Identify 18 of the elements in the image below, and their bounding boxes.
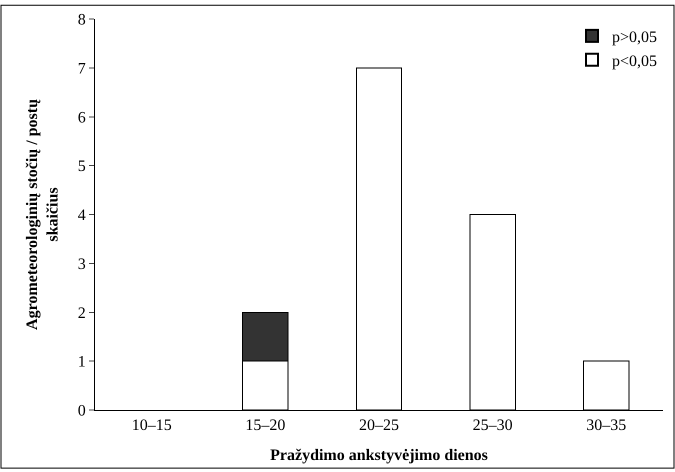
- y-tick-label: 1: [78, 354, 86, 371]
- x-tick-label: 30–35: [586, 417, 626, 434]
- y-tick-label: 0: [78, 402, 86, 420]
- x-axis-title: Pražydimo ankstyvėjimo dienos: [270, 446, 488, 464]
- y-tick-label: 6: [78, 109, 86, 126]
- y-tick-label: 4: [78, 207, 86, 224]
- x-tick-label: 25–30: [472, 417, 513, 434]
- y-tick-label: 3: [78, 256, 86, 273]
- y-tick-label: 5: [78, 158, 86, 176]
- y-tick-label: 2: [78, 304, 86, 322]
- y-tick-label: 8: [78, 12, 86, 29]
- legend-label: p<0,05: [612, 52, 658, 70]
- legend-label: p>0,05: [612, 29, 658, 46]
- x-tick-label: 20–25: [359, 417, 399, 434]
- x-tick-label: 10–15: [132, 417, 172, 434]
- y-axis-title: Agrometeorologinių stočių / postų skaičius: [24, 98, 62, 330]
- x-tick-label: 15–20: [245, 417, 286, 434]
- y-tick-label: 7: [78, 60, 86, 78]
